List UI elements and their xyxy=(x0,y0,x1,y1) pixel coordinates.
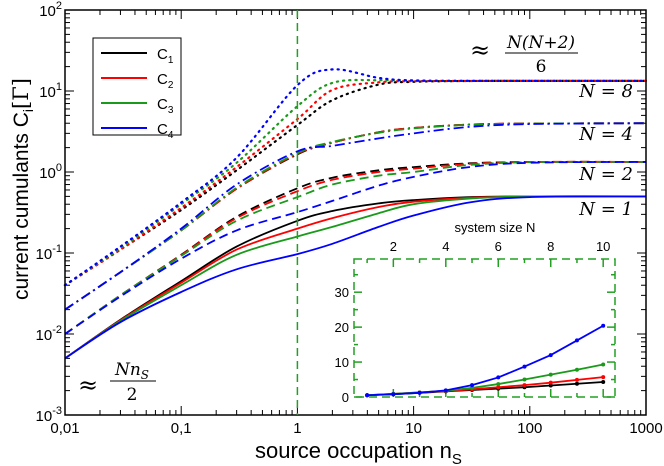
inset-point-C3 xyxy=(601,362,606,367)
inset-point-C2 xyxy=(522,383,527,388)
inset-point-C3 xyxy=(522,377,527,382)
label-n2: N = 2 xyxy=(578,164,633,185)
x-tick-label: 100 xyxy=(517,420,542,437)
inset-point-C4 xyxy=(417,390,422,395)
curve-N4-C3 xyxy=(64,122,647,311)
inset-point-C3 xyxy=(548,372,553,377)
inset-x-tick-label: 4 xyxy=(442,239,449,254)
inset-y-tick-label: 0 xyxy=(342,390,349,405)
legend-label: C4 xyxy=(157,121,174,141)
inset-point-C4 xyxy=(470,383,475,388)
label-n1: N = 1 xyxy=(578,199,633,220)
inset-x-tick-label: 6 xyxy=(495,239,502,254)
inset-point-C1 xyxy=(601,379,606,384)
inset-chart: 2 4 6 8 10 0 10 20 30 system size N xyxy=(335,220,616,405)
inset-point-C3 xyxy=(496,382,501,387)
y-axis-label: current cumulants Ci[Γ] xyxy=(9,78,36,300)
svg-text:≈: ≈ xyxy=(78,371,98,399)
curve-N2-C4 xyxy=(64,161,647,335)
y-tick-label: 100 xyxy=(39,162,62,182)
inset-x-tick-label: 10 xyxy=(596,239,610,254)
inset-y-tick-label: 30 xyxy=(335,285,349,300)
curve-N4-C4 xyxy=(64,122,647,311)
svg-text:N(N+2): N(N+2) xyxy=(506,33,575,53)
inset-y-tick-label: 10 xyxy=(335,355,349,370)
inset-x-tick-label: 2 xyxy=(390,239,397,254)
curves xyxy=(63,68,648,360)
inset-y-tick-label: 20 xyxy=(335,320,349,335)
curve-N8-C4 xyxy=(63,68,648,287)
inset-point-C2 xyxy=(601,375,606,380)
inset-point-C2 xyxy=(496,385,501,390)
inset-point-C2 xyxy=(548,380,553,385)
svg-text:NnS: NnS xyxy=(114,360,149,382)
x-tick-label: 0,1 xyxy=(171,420,192,437)
legend-label: C2 xyxy=(157,71,174,91)
y-tick-label: 10-1 xyxy=(36,243,62,263)
x-tick-label: 10 xyxy=(405,420,422,437)
legend-label: C1 xyxy=(157,46,174,66)
inset-curve-C4 xyxy=(367,324,604,397)
svg-text:≈: ≈ xyxy=(470,36,490,64)
legend: C1 C2 C3 C4 xyxy=(92,37,182,141)
curve-N8-C3 xyxy=(63,78,648,287)
inset-point-C4 xyxy=(601,323,606,328)
legend-label: C3 xyxy=(157,96,174,116)
label-n4: N = 4 xyxy=(578,124,633,145)
y-tick-label: 102 xyxy=(39,0,62,20)
curve-N2-C3 xyxy=(64,160,647,335)
x-tick-label: 1000 xyxy=(629,420,662,437)
annotation-high-limit: ≈ N(N+2) 6 xyxy=(470,33,578,77)
inset-point-C4 xyxy=(522,364,527,369)
label-n8: N = 8 xyxy=(578,81,633,102)
curve-N1-C4 xyxy=(64,195,647,360)
annotation-low-limit: ≈ NnS 2 xyxy=(78,360,156,405)
inset-x-label: system size N xyxy=(455,220,536,235)
inset-point-C2 xyxy=(574,377,579,382)
y-tick-label: 10-3 xyxy=(36,405,62,425)
inset-point-C4 xyxy=(548,353,553,358)
x-tick-label: 1 xyxy=(293,420,301,437)
y-tick-label: 101 xyxy=(39,81,62,101)
y-tick-label: 10-2 xyxy=(36,324,62,344)
inset-point-C4 xyxy=(365,393,370,398)
inset-point-C3 xyxy=(574,367,579,372)
x-axis-label: source occupation nS xyxy=(255,438,462,466)
inset-point-C4 xyxy=(443,388,448,393)
plot-frame xyxy=(64,9,647,416)
inset-point-C4 xyxy=(496,375,501,380)
inset-point-C4 xyxy=(391,392,396,397)
inset-point-C1 xyxy=(548,383,553,388)
inset-point-C3 xyxy=(470,385,475,390)
inset-x-tick-label: 8 xyxy=(547,239,554,254)
axis-ticks xyxy=(64,10,647,416)
svg-text:2: 2 xyxy=(127,385,138,405)
inset-point-C4 xyxy=(574,338,579,343)
inset-point-C1 xyxy=(574,381,579,386)
curve-N1-C3 xyxy=(64,195,647,360)
svg-text:6: 6 xyxy=(536,57,547,77)
x-tick-label: 0,01 xyxy=(50,420,79,437)
